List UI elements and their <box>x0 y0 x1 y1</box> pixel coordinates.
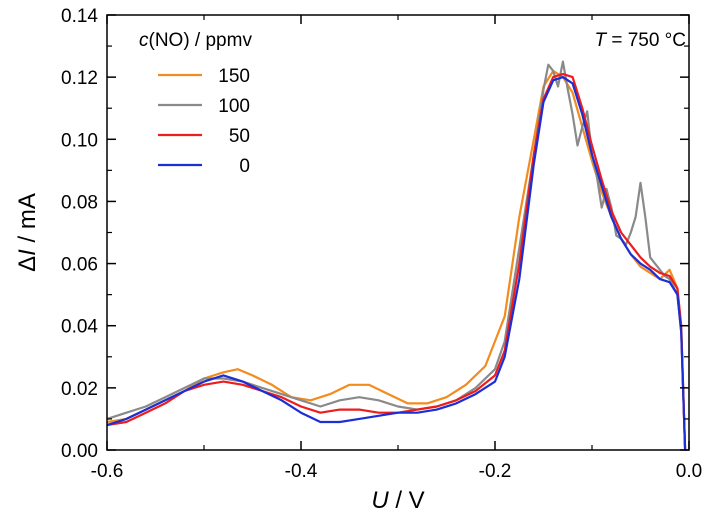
y-tick-label: 0.02 <box>61 379 98 400</box>
series-line-0 <box>106 76 687 451</box>
series-line-50 <box>106 72 687 451</box>
x-tick-label: 0.0 <box>676 461 702 482</box>
x-axis-title: U / V <box>371 487 424 514</box>
y-tick-label: 0.06 <box>61 255 98 276</box>
y-axis-title: ΔI / mA <box>14 193 41 272</box>
ticks-layer: -0.6 -0.4 -0.2 0.0 0.00 0.02 0.04 0.06 0.08 0.10 0… <box>61 6 702 482</box>
y-tick-label: 0.10 <box>61 130 98 151</box>
series-line-100 <box>106 60 687 451</box>
y-tick-label: 0.14 <box>61 6 98 27</box>
x-tick-label: -0.2 <box>479 461 512 482</box>
legend-label-100: 100 <box>218 96 250 117</box>
series-line-150 <box>106 69 687 451</box>
legend-label-50: 50 <box>229 126 250 147</box>
legend-title: c(NO) / ppmv <box>139 30 252 51</box>
y-tick-label: 0.04 <box>61 317 98 338</box>
legend: c(NO) / ppmv 150 100 50 0 <box>139 30 252 177</box>
x-tick-label: -0.6 <box>91 461 124 482</box>
x-tick-label: -0.4 <box>285 461 318 482</box>
y-tick-label: 0.08 <box>61 192 98 213</box>
legend-label-0: 0 <box>239 156 250 177</box>
temperature-annotation: T = 750 °C <box>594 30 686 51</box>
y-tick-label: 0.00 <box>61 441 98 462</box>
legend-label-150: 150 <box>218 66 250 87</box>
y-tick-label: 0.12 <box>61 68 98 89</box>
series-layer <box>106 60 687 451</box>
legend-entries: 150 100 50 0 <box>158 66 250 177</box>
